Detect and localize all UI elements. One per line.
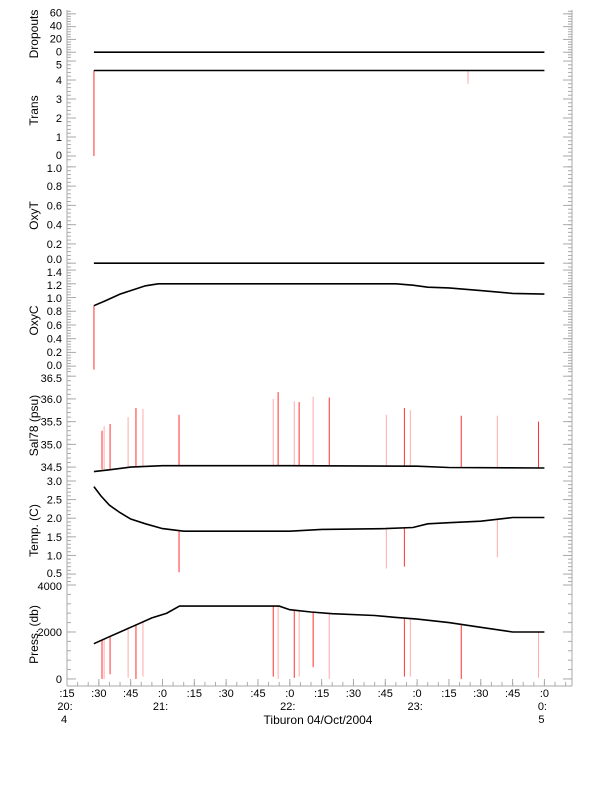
- y-tick-label: 5: [56, 60, 62, 72]
- panel-oxyc: 0.00.20.4 0.6 0.81.01.21.4 OxyC: [27, 267, 573, 373]
- x-tick-label: :30: [473, 688, 488, 700]
- y-tick-label: 0: [56, 47, 62, 59]
- x-tick-label: :0: [285, 688, 294, 700]
- y-tick-label: 1.0: [47, 163, 62, 175]
- x-tick-label: :15: [187, 688, 202, 700]
- x-tick-label: :15: [441, 688, 456, 700]
- y-tick-label: 0: [56, 674, 62, 686]
- y-tick-label: 1.0: [47, 293, 62, 305]
- x-hour-label: 23:: [407, 701, 422, 713]
- x-tick-label: :45: [123, 688, 138, 700]
- y-tick-label: 2.5: [47, 495, 62, 507]
- x-day-label: 5: [538, 714, 544, 726]
- y-tick-label: 36.0: [41, 394, 62, 406]
- y-tick-label: 1: [56, 132, 62, 144]
- x-hour-label: 22:: [280, 701, 295, 713]
- y-axis-label-dropouts: Dropouts: [27, 10, 41, 59]
- y-tick-label: 0: [56, 150, 62, 162]
- y-tick-label: 0.2: [47, 347, 62, 359]
- y-tick-label: 34.5: [41, 462, 62, 474]
- panel-press: 0 2000 4000 Press. (db): [27, 581, 573, 686]
- y-tick-label: 40: [50, 21, 62, 33]
- y-tick-label: 3: [56, 94, 62, 106]
- y-tick-label: 2: [56, 113, 62, 125]
- panel-temp: 0.5 1.0 1.5 2.0 2.5 3.0 Temp. (C): [27, 476, 573, 583]
- y-axis-label-temp: Temp. (C): [27, 504, 41, 557]
- y-tick-label: 1.4: [47, 267, 62, 279]
- y-tick-label: 0.4: [47, 220, 62, 232]
- x-hour-label: 20:: [57, 701, 72, 713]
- y-tick-label: 35.0: [41, 439, 62, 451]
- y-tick-label: 4: [56, 75, 62, 87]
- series-line-temp: [93, 486, 545, 533]
- y-tick-label: 35.5: [41, 417, 62, 429]
- y-tick-label: 0.8: [47, 306, 62, 318]
- y-axis-label-oxyc: OxyC: [27, 305, 41, 335]
- y-tick-label: 0.6: [47, 200, 62, 212]
- x-tick-label: :0: [158, 688, 167, 700]
- y-tick-label: 2000: [38, 627, 62, 639]
- x-tick-label: :45: [250, 688, 265, 700]
- x-tick-label: :0: [540, 688, 549, 700]
- y-tick-label: 0.0: [47, 360, 62, 372]
- y-tick-label: 3.0: [47, 476, 62, 488]
- y-tick-label: 1.0: [47, 550, 62, 562]
- series-line-press: [93, 605, 545, 645]
- y-axis-label-press: Press. (db): [27, 605, 41, 664]
- y-tick-label: 0.2: [47, 239, 62, 251]
- x-hour-label: 21:: [153, 701, 168, 713]
- x-tick-label: :45: [505, 688, 520, 700]
- y-tick-label: 0.5: [47, 568, 62, 580]
- x-tick-label: :15: [59, 688, 74, 700]
- y-tick-label: 0.6: [47, 320, 62, 332]
- y-tick-label: 0.4: [47, 334, 62, 346]
- y-tick-label: 2.0: [47, 513, 62, 525]
- panel-trans: 0 1 2 3 4 5 Trans: [27, 58, 573, 163]
- series-line-sal: [93, 464, 545, 473]
- y-tick-label: 0.0: [47, 254, 62, 266]
- y-axis-label-trans: Trans: [27, 95, 41, 125]
- y-tick-label: 36.5: [41, 373, 62, 385]
- y-tick-label: 20: [50, 34, 62, 46]
- y-tick-label: 4000: [38, 581, 62, 593]
- x-day-label: 4: [61, 714, 67, 726]
- y-tick-label: 60: [50, 8, 62, 20]
- x-tick-label: :15: [314, 688, 329, 700]
- x-tick-label: :30: [218, 688, 233, 700]
- x-axis-label: Tiburon 04/Oct/2004: [264, 713, 373, 727]
- x-tick-label: :45: [378, 688, 393, 700]
- x-axis: :1520:4:30:45:021::15:30:45:022::15:30:4…: [57, 679, 572, 726]
- x-hour-label: 0:: [538, 701, 547, 713]
- x-tick-label: :30: [346, 688, 361, 700]
- y-tick-label: 1.2: [47, 280, 62, 292]
- y-axis-label-sal: Sal78 (psu): [27, 395, 41, 456]
- x-tick-label: :0: [413, 688, 422, 700]
- x-tick-label: :30: [91, 688, 106, 700]
- y-axis-label-oxyt: OxyT: [27, 201, 41, 230]
- y-tick-label: 1.5: [47, 532, 62, 544]
- y-tick-label: 0.8: [47, 181, 62, 193]
- panel-oxyt: 0.0 0.2 0.4 0.6 0.8 1.0 OxyT: [27, 163, 573, 268]
- series-line-oxyc: [93, 282, 545, 307]
